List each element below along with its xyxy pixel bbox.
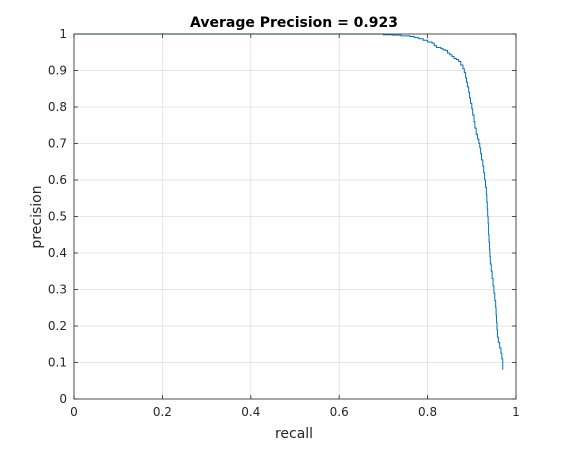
chart-title: Average Precision = 0.923 xyxy=(190,15,398,31)
x-tick-label: 0.6 xyxy=(330,405,349,419)
y-tick-label: 0.1 xyxy=(48,356,67,370)
y-tick-label: 0 xyxy=(59,392,67,406)
x-axis-label: recall xyxy=(275,426,313,442)
y-tick-label: 0.6 xyxy=(48,173,67,187)
y-tick-label: 0.3 xyxy=(48,283,67,297)
x-tick-label: 1 xyxy=(512,405,520,419)
x-tick-labels: 0 0.2 0.4 0.6 0.8 1 xyxy=(70,405,520,419)
y-tick-label: 0.8 xyxy=(48,100,67,114)
x-tick-label: 0.4 xyxy=(241,405,260,419)
y-axis-label: precision xyxy=(29,185,45,248)
y-tick-label: 0.4 xyxy=(48,246,67,260)
y-tick-label: 1 xyxy=(59,27,67,41)
y-tick-label: 0.5 xyxy=(48,210,67,224)
y-tick-label: 0.9 xyxy=(48,64,67,78)
y-tick-label: 0.2 xyxy=(48,319,67,333)
x-tick-label: 0.2 xyxy=(153,405,172,419)
x-tick-label: 0.8 xyxy=(418,405,437,419)
axes-box xyxy=(73,33,517,400)
y-tick-labels: 0 0.1 0.2 0.3 0.4 0.5 0.6 0.7 0.8 0.9 1 xyxy=(48,27,67,406)
x-tick-label: 0 xyxy=(70,405,78,419)
precision-recall-curve xyxy=(74,33,504,370)
y-tick-label: 0.7 xyxy=(48,137,67,151)
